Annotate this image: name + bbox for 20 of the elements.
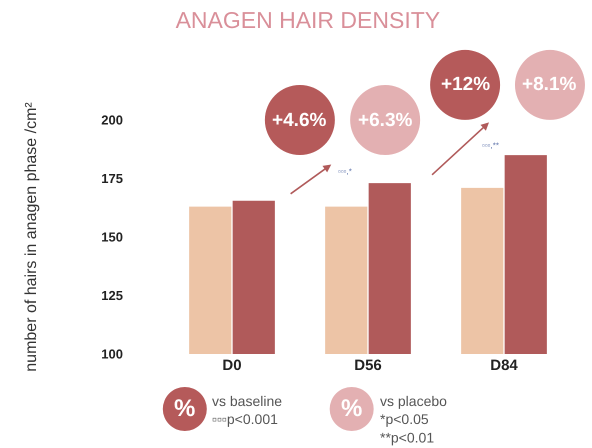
y-tick-label: 100 xyxy=(101,346,123,362)
x-tick-label: D84 xyxy=(490,357,518,374)
chart-title: ANAGEN HAIR DENSITY xyxy=(176,7,440,34)
annotation: +4.6% xyxy=(272,110,327,131)
text: +12% xyxy=(441,74,490,95)
x-tick-label: D0 xyxy=(222,357,242,374)
x-tick-label: D56 xyxy=(354,357,382,374)
y-tick-label: 150 xyxy=(101,230,123,245)
text: +8.1% xyxy=(522,74,577,95)
annotation: ▫▫▫,* xyxy=(338,167,352,176)
annotation: ▫▫▫,** xyxy=(482,141,499,150)
y-tick-label: 125 xyxy=(101,288,123,304)
y-tick-label: 175 xyxy=(101,171,123,186)
text: vs placebo *p<0.05 **p<0.01 xyxy=(380,393,448,446)
y-tick-label: 200 xyxy=(101,112,123,128)
text: % xyxy=(174,395,196,422)
text: vs baseline ▫▫▫p<0.001 xyxy=(212,393,282,428)
annotation: +6.3% xyxy=(358,110,413,131)
text: % xyxy=(341,395,362,422)
y-axis-title: number of hairs in anagen phase /cm² xyxy=(23,102,40,372)
